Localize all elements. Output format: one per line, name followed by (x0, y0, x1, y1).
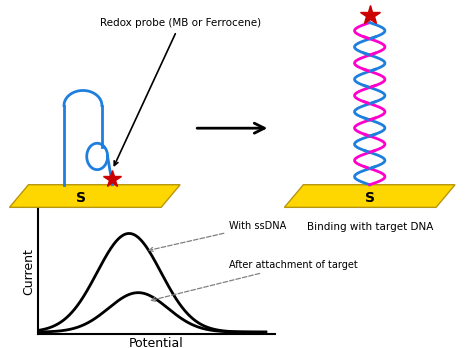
Polygon shape (9, 185, 180, 207)
Polygon shape (284, 185, 455, 207)
Text: S: S (75, 191, 86, 205)
Text: S: S (365, 191, 375, 205)
Text: With ssDNA: With ssDNA (149, 221, 287, 251)
Text: Binding with target DNA: Binding with target DNA (307, 222, 433, 232)
Text: Thiolated DNASAM: Thiolated DNASAM (41, 222, 139, 232)
Text: After attachment of target: After attachment of target (151, 260, 358, 301)
Text: Redox probe (MB or Ferrocene): Redox probe (MB or Ferrocene) (100, 18, 261, 165)
X-axis label: Potential: Potential (129, 337, 184, 348)
Y-axis label: Current: Current (22, 248, 35, 295)
